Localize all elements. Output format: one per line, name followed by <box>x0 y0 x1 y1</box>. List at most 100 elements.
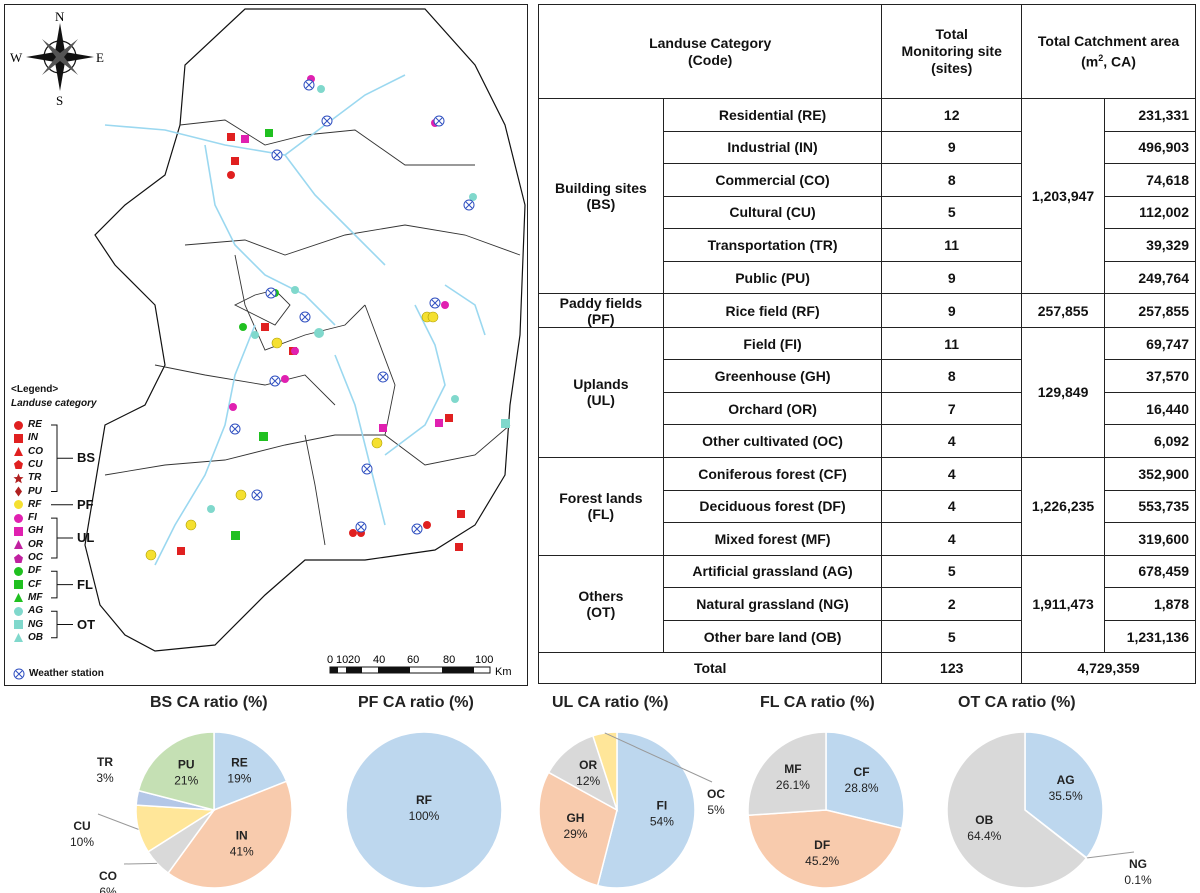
pie-slice-percent: 10% <box>70 835 94 849</box>
legend-group-pf: PF <box>77 496 94 512</box>
pie-slice-label: NG <box>1129 857 1147 871</box>
pie-slice <box>167 780 293 889</box>
pie-slice-percent: 5% <box>707 803 725 817</box>
legend-symbol-icon <box>14 620 23 629</box>
area-cell: 257,855 <box>1104 293 1196 328</box>
legend-item-label: GH <box>28 525 43 537</box>
weather-station-icon <box>355 521 367 533</box>
legend-item-label: NG <box>28 618 43 630</box>
area-cell: 1,878 <box>1104 587 1196 621</box>
group-total-area-cell: 1,226,235 <box>1021 457 1106 556</box>
map-legend: <Legend> Landuse category RE IN CO CU TR PU RF… <box>11 383 123 683</box>
site-marker <box>271 337 283 349</box>
table-header-row: Landuse Category (Code) Total Monitoring… <box>537 4 1196 99</box>
total-label-cell: Total <box>537 652 883 684</box>
pie-slice <box>135 789 215 811</box>
site-marker <box>235 489 247 501</box>
area-cell: 16,440 <box>1104 391 1196 426</box>
legend-symbol-icon <box>14 526 23 536</box>
pie-slice-percent: 26.1% <box>776 778 810 792</box>
landuse-label-cell: Transportation (TR) <box>662 228 883 262</box>
map-drawing: N S E W <box>10 8 526 652</box>
site-marker <box>227 171 235 179</box>
legend-item: FI <box>13 512 37 524</box>
legend-subtitle: Landuse category <box>11 398 97 409</box>
weather-station-icon <box>299 311 311 323</box>
site-marker <box>265 129 273 137</box>
legend-item: NG <box>13 619 43 631</box>
site-marker <box>379 424 387 432</box>
site-marker <box>469 193 477 201</box>
pie-slice-percent: 29% <box>563 827 587 841</box>
pie-leader-line <box>123 862 158 865</box>
area-cell: 1,231,136 <box>1104 619 1196 654</box>
table-row: Natural grassland (NG) 2 1,878 <box>539 587 1196 621</box>
sites-cell: 7 <box>881 391 1023 426</box>
site-marker <box>457 510 465 518</box>
header-area-sup: 2 <box>1098 52 1104 63</box>
sites-cell: 9 <box>881 130 1023 165</box>
table-row: Forest lands (FL) Coniferous forest (CF) 4… <box>538 457 1196 556</box>
legend-symbol-icon <box>14 593 23 603</box>
legend-item-label: OB <box>28 631 43 643</box>
legend-item-label: MF <box>28 591 43 603</box>
legend-item: AG <box>13 605 43 617</box>
legend-item-label: PU <box>28 485 42 497</box>
sites-cell: 5 <box>881 195 1023 230</box>
pie-slice-label: IN <box>236 829 248 843</box>
area-cell: 74,618 <box>1104 163 1196 197</box>
total-sites-cell: 123 <box>881 652 1023 684</box>
legend-item: OC <box>13 552 43 564</box>
pie-leader-line <box>604 732 713 783</box>
area-cell: 112,002 <box>1104 195 1196 230</box>
sites-cell: 4 <box>881 457 1023 491</box>
group-total-area-cell: 1,203,947 <box>1021 97 1106 295</box>
header-area-line1: Total Catchment area <box>1037 32 1180 49</box>
weather-station-icon <box>271 149 283 161</box>
compass-s: S <box>56 93 63 108</box>
legend-symbol-icon <box>14 606 23 616</box>
legend-item-label: FI <box>28 512 37 524</box>
landuse-label-cell: Natural grassland (NG) <box>662 587 883 621</box>
pie-slice-label: MF <box>784 762 801 776</box>
legend-item-label: RE <box>28 419 42 430</box>
header-sites: Total Monitoring site (sites) <box>881 4 1023 99</box>
sites-cell: 12 <box>881 98 1023 132</box>
area-cell: 37,570 <box>1104 359 1196 393</box>
pie-slice-percent: 64.4% <box>967 829 1001 843</box>
legend-item: OR <box>13 539 43 551</box>
site-marker <box>445 414 453 422</box>
pie-slice-percent: 28.8% <box>845 781 879 795</box>
header-category: Landuse Category (Code) <box>537 4 883 99</box>
compass-rose: N S E W <box>10 9 104 108</box>
area-cell: 231,331 <box>1104 98 1196 132</box>
pie-slice-percent: 12% <box>576 774 600 788</box>
scale-unit: Km <box>495 666 512 678</box>
scale-tick: 80 <box>443 654 455 666</box>
group-name-cell: Building sites (BS) <box>538 97 664 295</box>
legend-symbol-icon <box>14 633 23 643</box>
area-cell: 39,329 <box>1104 228 1196 262</box>
group-total-area-cell: 1,911,473 <box>1021 554 1106 654</box>
legend-group-ul: UL <box>77 530 95 546</box>
area-cell: 496,903 <box>1104 130 1196 165</box>
scale-tick: 20 <box>348 654 360 666</box>
landuse-label-cell: Orchard (OR) <box>662 391 883 426</box>
landuse-label-cell: Artificial grassland (AG) <box>662 554 883 589</box>
table-row: Commercial (CO) 8 74,618 <box>539 163 1196 197</box>
pie-slice-percent: 0.1% <box>1124 873 1152 887</box>
site-map: N S E W <box>4 4 528 686</box>
weather-stations <box>229 79 475 535</box>
group-name-cell: Uplands (UL) <box>538 326 664 459</box>
sites-cell: 9 <box>881 260 1023 295</box>
pie-slice-label: TR <box>97 755 113 769</box>
area-cell: 6,092 <box>1104 424 1196 459</box>
header-area: Total Catchment area (m2, CA) <box>1021 4 1196 99</box>
pie-slice <box>213 731 288 812</box>
pie-slice <box>825 731 905 830</box>
pie-slice-percent: 19% <box>227 772 251 786</box>
legend-item-label: CU <box>28 458 43 470</box>
site-marker <box>227 133 235 141</box>
legend-item-label: OR <box>28 538 43 550</box>
area-cell: 69,747 <box>1104 326 1196 361</box>
